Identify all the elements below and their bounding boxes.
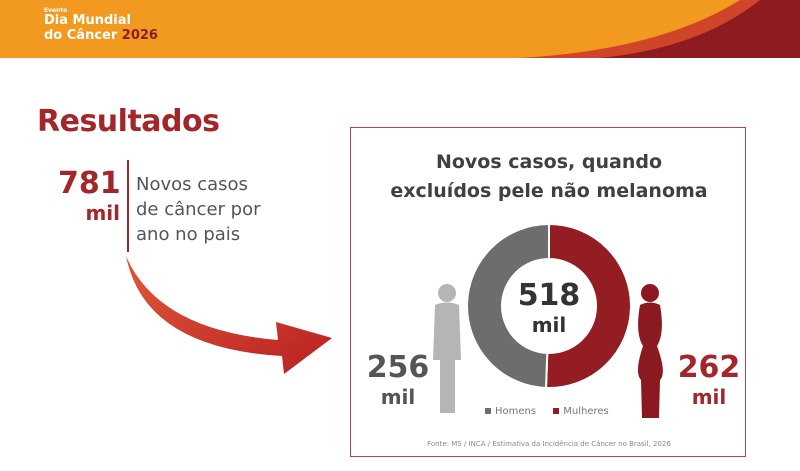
total-number: 518 xyxy=(517,278,581,313)
female-silhouette-icon xyxy=(637,284,663,418)
stat-unit: mil xyxy=(85,201,120,225)
source-note: Fonte: MS / INCA / Estimativa da Incidên… xyxy=(427,440,671,448)
legend-item-men: Homens xyxy=(485,406,536,417)
legend-label-women: Mulheres xyxy=(563,406,609,417)
page-title: Resultados xyxy=(37,104,220,139)
event-title-line-1: Dia Mundial xyxy=(44,13,131,28)
chart-legend: Homens Mulheres xyxy=(485,406,623,417)
event-title-text: do Câncer xyxy=(44,28,118,43)
stat-description-line-3: ano no pais xyxy=(136,224,241,245)
legend-item-women: Mulheres xyxy=(553,406,609,417)
event-label: Evento xyxy=(44,7,68,14)
male-silhouette-icon xyxy=(433,284,461,413)
stat-description: Novos casos de câncer por ano no pais xyxy=(136,172,306,247)
stat-description-line-1: Novos casos xyxy=(136,174,248,195)
donut-slice-women xyxy=(544,222,632,389)
stats-card: Novos casos, quando excluídos pele não m… xyxy=(350,127,746,457)
stat-number: 781 xyxy=(58,166,121,201)
card-title-line-2: excluídos pele não melanoma xyxy=(390,180,708,202)
stat-divider xyxy=(127,160,129,252)
legend-label-men: Homens xyxy=(495,406,537,417)
donut-slices xyxy=(466,222,632,389)
women-number: 262 xyxy=(677,350,741,385)
legend-swatch-men xyxy=(485,408,491,414)
women-unit: mil xyxy=(691,385,727,409)
curved-arrow-icon xyxy=(126,256,332,374)
event-year: 2026 xyxy=(121,28,158,43)
event-title-line-2: do Câncer 2026 xyxy=(44,28,158,43)
legend-swatch-women xyxy=(553,408,560,414)
stat-description-line-2: de câncer por xyxy=(136,199,261,220)
event-title: Dia Mundial do Câncer 2026 xyxy=(44,13,158,43)
total-unit: mil xyxy=(531,313,567,337)
card-title: Novos casos, quando excluídos pele não m… xyxy=(351,148,747,206)
men-unit: mil xyxy=(380,385,416,409)
header-decoration xyxy=(520,0,800,58)
donut-chart xyxy=(433,222,663,418)
card-title-line-1: Novos casos, quando xyxy=(435,151,663,173)
event-header: Evento Dia Mundial do Câncer 2026 xyxy=(0,0,800,58)
donut-slice-men xyxy=(466,222,550,389)
men-number: 256 xyxy=(366,350,430,385)
